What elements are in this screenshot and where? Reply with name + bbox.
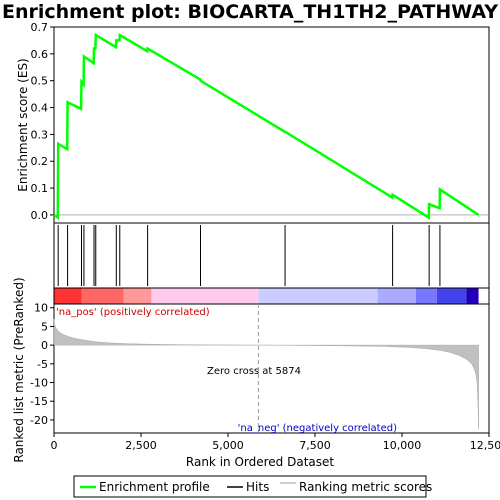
- color-bar-segment: [436, 288, 467, 304]
- x-tick-label: 0: [51, 439, 58, 452]
- metric-y-tick-label: -20: [30, 414, 48, 427]
- x-tick-label: 2,500: [125, 439, 157, 452]
- es-y-tick-label: 0.3: [31, 128, 49, 141]
- x-axis-label: Rank in Ordered Dataset: [186, 455, 334, 469]
- legend-metric-label: Ranking metric scores: [299, 480, 432, 494]
- es-y-tick-label: 0.1: [31, 182, 49, 195]
- legend-hits-label: Hits: [246, 480, 269, 494]
- legend-frame: [73, 475, 427, 498]
- metric-x-ticks: 0 2,500 5,000 7,500 10,000 12,500: [51, 433, 500, 452]
- x-tick-label: 10,000: [383, 439, 422, 452]
- hits-panel-frame: [53, 222, 490, 289]
- es-curve: [53, 32, 480, 221]
- legend: Enrichment profile Hits Ranking metric s…: [73, 475, 432, 498]
- metric-y-tick-label: 0: [41, 339, 48, 352]
- es-y-ticks: 0.0 0.1 0.2 0.3 0.4 0.5 0.6 0.7: [31, 21, 54, 222]
- color-bar-segment: [54, 288, 82, 304]
- color-bar-segment: [123, 288, 152, 304]
- metric-panel-frame: [53, 303, 490, 434]
- color-bar-segment: [258, 288, 378, 304]
- zero-cross-label: Zero cross at 5874: [207, 366, 301, 377]
- color-bar-segment: [415, 288, 437, 304]
- rank-color-bar: [54, 288, 479, 304]
- metric-y-tick-label: -15: [30, 395, 48, 408]
- hits-lines: [57, 225, 441, 286]
- es-y-tick-label: 0.0: [31, 209, 49, 222]
- x-tick-label: 12,500: [470, 439, 500, 452]
- metric-y-tick-label: -5: [37, 358, 48, 371]
- negative-correlation-label: 'na_neg' (negatively correlated): [238, 423, 397, 434]
- ranking-metric-area: [53, 318, 479, 430]
- metric-y-axis-label: Ranked list metric (PreRanked): [12, 277, 26, 462]
- positive-correlation-label: 'na_pos' (positively correlated): [56, 307, 210, 318]
- es-y-tick-label: 0.4: [31, 102, 49, 115]
- es-y-tick-label: 0.6: [31, 48, 49, 61]
- color-bar-segment: [466, 288, 479, 304]
- es-y-tick-label: 0.2: [31, 155, 49, 168]
- chart-title: Enrichment plot: BIOCARTA_TH1TH2_PATHWAY: [2, 1, 498, 23]
- color-bar-segment: [81, 288, 124, 304]
- metric-y-ticks: 10 5 0 -5 -10 -15 -20: [30, 302, 54, 427]
- metric-y-tick-label: 10: [34, 302, 48, 315]
- color-bar-segment: [377, 288, 416, 304]
- x-tick-label: 7,500: [299, 439, 331, 452]
- color-bar-segment: [151, 288, 259, 304]
- x-tick-label: 5,000: [212, 439, 244, 452]
- es-y-axis-label: Enrichment score (ES): [16, 58, 30, 191]
- es-y-tick-label: 0.5: [31, 75, 49, 88]
- metric-y-tick-label: 5: [41, 320, 48, 333]
- metric-y-tick-label: -10: [30, 377, 48, 390]
- legend-es-label: Enrichment profile: [99, 480, 210, 494]
- es-y-tick-label: 0.7: [31, 21, 49, 34]
